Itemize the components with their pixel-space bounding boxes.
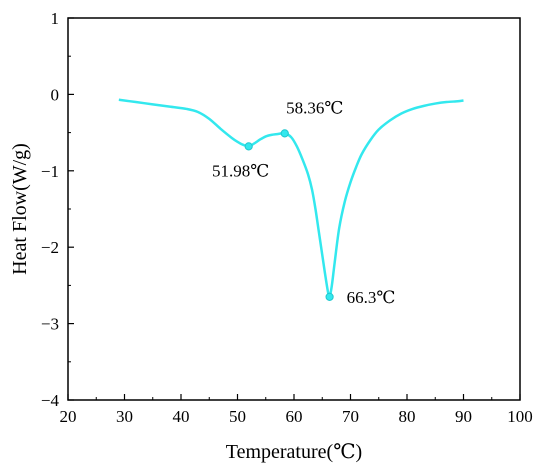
y-tick-label-2: −1 bbox=[41, 162, 59, 181]
y-axis-title: Heat Flow(W/g) bbox=[9, 143, 31, 275]
peak-label-0: 51.98℃ bbox=[212, 161, 269, 180]
plot-frame bbox=[67, 17, 521, 401]
x-tick-label-6: 80 bbox=[399, 407, 416, 426]
peak-label-2: 66.3℃ bbox=[347, 288, 396, 307]
peak-label-1: 58.36℃ bbox=[286, 98, 343, 117]
y-tick-label-0: 1 bbox=[51, 9, 60, 28]
peak-marker-1 bbox=[280, 129, 289, 138]
x-tick-label-7: 90 bbox=[455, 407, 472, 426]
x-tick-label-0: 20 bbox=[60, 407, 77, 426]
x-tick-label-2: 40 bbox=[173, 407, 190, 426]
x-tick-label-4: 60 bbox=[286, 407, 303, 426]
axis-ticks: 20 30 40 50 60 70 80 90 100 1 0 −1 −2 −3 −4 bbox=[41, 9, 533, 426]
y-tick-label-4: −3 bbox=[41, 315, 59, 334]
plot-area: 51.98℃ 58.36℃ 66.3℃ bbox=[118, 98, 464, 307]
peak-marker-0 bbox=[244, 142, 253, 151]
series-line-0 bbox=[118, 98, 464, 299]
x-axis-title: Temperature(℃) bbox=[226, 441, 362, 463]
y-tick-label-1: 0 bbox=[51, 85, 60, 104]
x-tick-label-1: 30 bbox=[116, 407, 133, 426]
y-tick-label-3: −2 bbox=[41, 238, 59, 257]
peak-marker-2 bbox=[325, 292, 334, 301]
x-tick-label-8: 100 bbox=[507, 407, 533, 426]
y-tick-label-5: −4 bbox=[41, 391, 60, 410]
x-tick-label-5: 70 bbox=[342, 407, 359, 426]
x-tick-label-3: 50 bbox=[229, 407, 246, 426]
